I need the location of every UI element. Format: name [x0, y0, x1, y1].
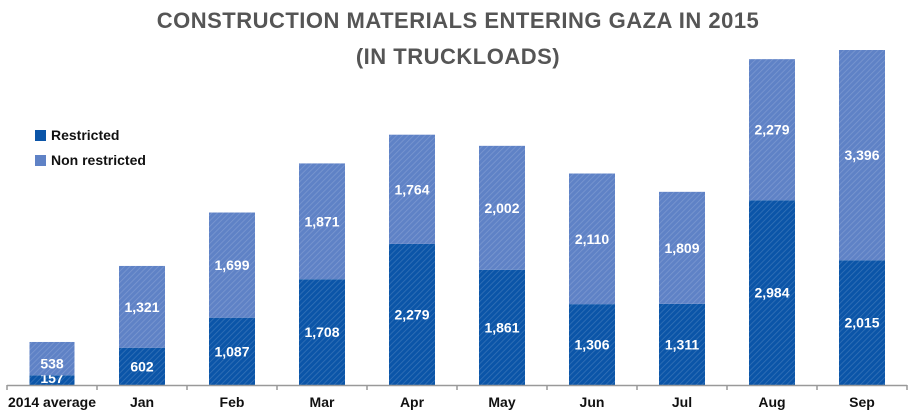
x-tick-label: Jul	[672, 394, 692, 410]
legend-swatch	[35, 154, 46, 166]
data-label: 1,699	[214, 257, 249, 273]
bar-hatch	[659, 191, 705, 304]
bar-hatch	[389, 243, 435, 385]
legend-label: Restricted	[51, 127, 120, 143]
bar-hatch	[119, 347, 165, 385]
bar-hatch	[299, 163, 345, 280]
data-label: 1,306	[574, 337, 609, 353]
data-label: 538	[40, 356, 64, 372]
data-label: 1,809	[664, 240, 699, 256]
x-tick-label: Mar	[310, 394, 335, 410]
data-label: 602	[130, 358, 154, 374]
data-label: 2,279	[394, 306, 429, 322]
bar-hatch	[479, 269, 525, 385]
x-tick-label: Sep	[849, 394, 875, 410]
x-tick-label: Jan	[130, 394, 154, 410]
bar-hatch	[839, 50, 885, 261]
bar-hatch	[29, 375, 75, 385]
bar-hatch	[119, 265, 165, 348]
data-label: 1,764	[394, 181, 429, 197]
data-label: 1,311	[665, 336, 699, 352]
bar-hatch	[209, 317, 255, 385]
bar-hatch	[479, 145, 525, 270]
data-label: 2,002	[484, 200, 519, 216]
data-label: 3,396	[844, 147, 879, 163]
bar-hatch	[299, 279, 345, 385]
bar-hatch	[209, 212, 255, 318]
bar-hatch	[569, 304, 615, 385]
x-tick-label: Feb	[220, 394, 245, 410]
bar-hatch	[569, 173, 615, 305]
data-label: 2,015	[844, 315, 879, 331]
data-label: 2,279	[754, 122, 789, 138]
x-tick-label: Jun	[580, 394, 605, 410]
data-label: 1,321	[124, 299, 159, 315]
bar-hatch	[389, 134, 435, 244]
data-label: 1,708	[304, 324, 339, 340]
chart-title: CONSTRUCTION MATERIALS ENTERING GAZA IN …	[156, 8, 760, 33]
bar-hatch	[659, 303, 705, 385]
data-label: 1,871	[304, 213, 339, 229]
legend-label: Non restricted	[51, 152, 146, 168]
legend-swatch	[35, 129, 46, 141]
data-label: 2,984	[754, 285, 789, 301]
bar-hatch	[839, 260, 885, 385]
x-tick-label: Aug	[758, 394, 785, 410]
bar-hatch	[749, 59, 795, 201]
bar-hatch	[749, 200, 795, 385]
chart-subtitle: (IN TRUCKLOADS)	[355, 44, 561, 69]
legend-item-restricted: Restricted	[35, 127, 119, 143]
x-tick-label: 2014 average	[8, 394, 96, 410]
x-tick-label: May	[488, 394, 515, 410]
bar-hatch	[29, 341, 75, 376]
data-label: 1,861	[484, 319, 519, 335]
data-label: 1,087	[214, 343, 249, 359]
legend-item-non-restricted: Non restricted	[35, 152, 146, 168]
data-label: 2,110	[575, 231, 609, 247]
x-tick-label: Apr	[400, 394, 425, 410]
